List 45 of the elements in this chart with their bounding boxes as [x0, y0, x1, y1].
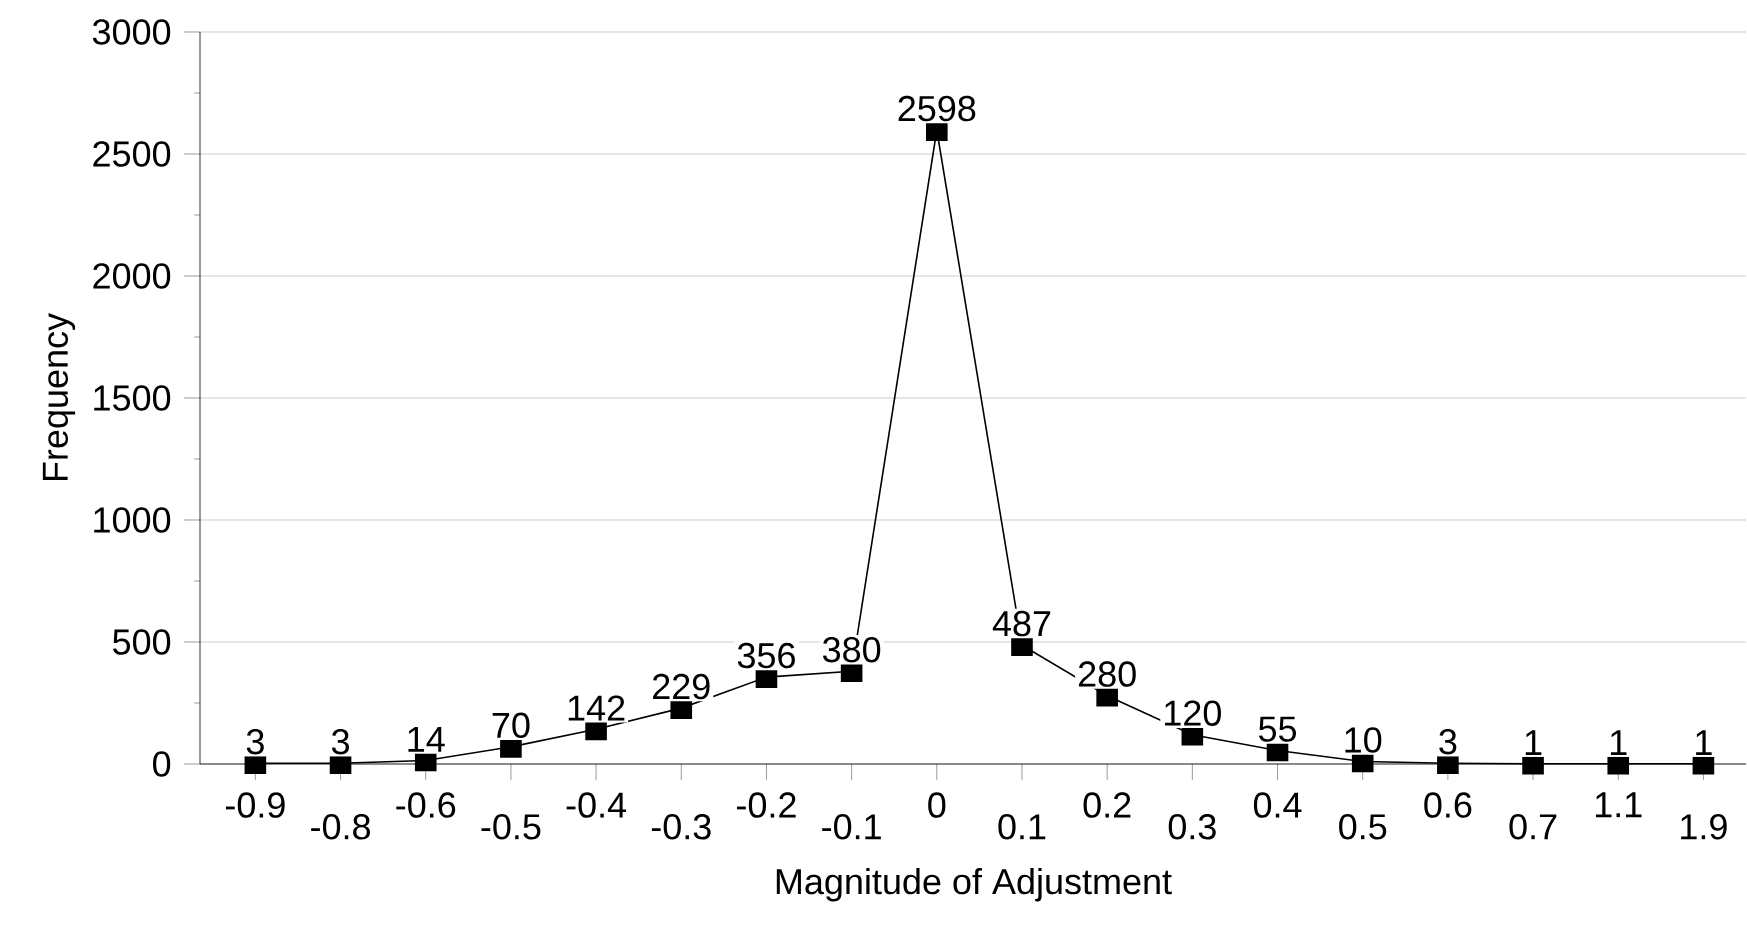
x-tick-label: -0.5 — [481, 814, 541, 840]
data-label: 487 — [992, 610, 1051, 637]
x-tick-label: -0.8 — [311, 814, 371, 840]
x-tick-label: 1.9 — [1681, 814, 1727, 840]
y-tick-label: 0 — [153, 751, 171, 777]
data-label: 229 — [653, 673, 710, 700]
y-tick-label: 500 — [112, 629, 171, 655]
x-tick-label: 0.4 — [1253, 792, 1302, 818]
x-tick-label: -0.1 — [822, 814, 881, 840]
data-label: 3 — [331, 728, 349, 755]
x-tick-label: 0 — [928, 792, 946, 818]
x-tick-label: 1.1 — [1595, 792, 1642, 818]
data-label: 280 — [1078, 661, 1136, 687]
data-label: 1 — [1696, 730, 1712, 755]
data-label: 120 — [1165, 700, 1221, 726]
y-axis-title: Frequency — [42, 313, 76, 481]
y-tick-label: 1500 — [94, 385, 171, 411]
y-tick-label: 2000 — [93, 263, 171, 289]
y-tick-label: 1000 — [94, 507, 171, 533]
x-tick-label: 0.2 — [1083, 792, 1131, 818]
data-label: 55 — [1258, 716, 1297, 742]
data-label: 142 — [568, 695, 625, 721]
y-tick-label: 3000 — [92, 19, 171, 45]
x-tick-label: 0.6 — [1424, 792, 1472, 818]
data-label: 70 — [492, 712, 530, 739]
x-tick-label: -0.9 — [225, 792, 285, 818]
x-tick-label: -0.2 — [737, 792, 796, 818]
data-label: 380 — [822, 636, 881, 663]
x-tick-label: -0.3 — [651, 814, 711, 840]
data-label: 1 — [1525, 730, 1542, 755]
y-tick-label: 2500 — [93, 141, 171, 167]
x-tick-label: 0.7 — [1509, 814, 1557, 840]
x-tick-label: 0.5 — [1339, 814, 1387, 840]
x-tick-label: 0.1 — [998, 814, 1046, 840]
data-label: 3 — [1439, 728, 1457, 755]
data-label: 14 — [408, 726, 445, 752]
x-tick-label: -0.4 — [566, 792, 627, 818]
data-label: 3 — [246, 728, 264, 755]
x-axis-title: Magnitude of Adjustment — [776, 867, 1172, 902]
data-label: 2598 — [898, 95, 976, 122]
x-tick-label: 0.3 — [1168, 814, 1216, 840]
data-label: 356 — [737, 642, 795, 669]
x-tick-label: -0.6 — [396, 792, 456, 818]
data-label: 10 — [1345, 727, 1382, 753]
data-label: 1 — [1610, 730, 1627, 755]
